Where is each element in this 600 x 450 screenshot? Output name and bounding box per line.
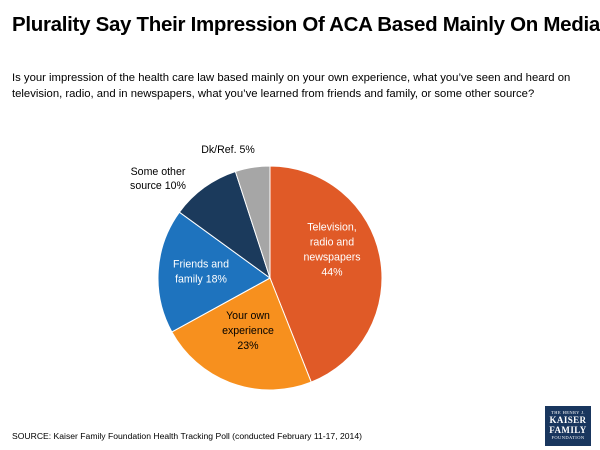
kff-logo: THE HENRY J. KAISER FAMILY FOUNDATION: [545, 406, 591, 446]
logo-line-3: FAMILY: [549, 425, 587, 435]
slice-label-1-line-0: Your own: [226, 310, 270, 322]
logo-line-2: KAISER: [549, 415, 587, 425]
chart-title: Plurality Say Their Impression Of ACA Ba…: [12, 13, 600, 36]
pie-slice-1: [171, 277, 312, 391]
slice-label-3-line-1: source 10%: [130, 180, 187, 192]
survey-question: Is your impression of the health care la…: [12, 72, 571, 100]
slice-label-1-line-2: 23%: [237, 340, 259, 352]
logo-line-1: THE HENRY J.: [551, 410, 585, 415]
slice-label-0-line-2: newspapers: [303, 251, 360, 263]
slice-label-1-line-1: experience: [222, 325, 274, 337]
slice-label-0-line-0: Television,: [307, 221, 356, 233]
slice-label-4-line-0: Dk/Ref. 5%: [201, 144, 255, 156]
slice-label-0-line-1: radio and: [310, 236, 354, 248]
pie-slice-0: [269, 165, 383, 383]
slice-label-2-line-1: family 18%: [175, 273, 227, 285]
slice-label-2-line-0: Friends and: [173, 258, 229, 270]
logo-line-4: FOUNDATION: [551, 435, 585, 440]
pie-slice-2: [157, 211, 271, 333]
pie-slice-4: [234, 165, 271, 279]
slice-label-0-line-3: 44%: [321, 266, 343, 278]
slice-label-3-line-0: Some other: [131, 166, 186, 178]
source-note: SOURCE: Kaiser Family Foundation Health …: [12, 431, 362, 441]
